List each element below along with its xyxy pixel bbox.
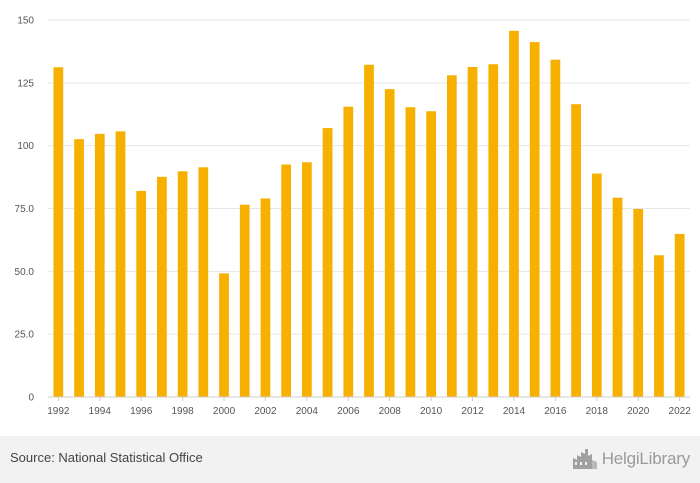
footer: Source: National Statistical Office Helg… [0, 436, 700, 483]
bar-2010 [426, 111, 436, 397]
bar-2022 [674, 233, 685, 397]
bar-2006 [343, 106, 354, 398]
bar-2017 [571, 104, 581, 398]
bar-2011 [446, 75, 457, 397]
x-tick-label: 2004 [296, 406, 319, 417]
y-tick-label: 25.0 [15, 330, 35, 341]
x-tick-label: 1994 [89, 406, 112, 417]
x-tick-label: 2022 [669, 406, 692, 417]
bar-1997 [157, 176, 167, 397]
y-axis-ticks: 0 25.0 50.0 75.0 100 125 150 [15, 16, 35, 404]
y-tick-label: 0 [28, 393, 34, 404]
y-tick-label: 125 [17, 78, 34, 89]
x-tick-label: 2000 [213, 406, 236, 417]
x-tick-label: 2010 [420, 406, 443, 417]
bar-2020 [633, 209, 644, 397]
x-tick-label: 2016 [544, 406, 567, 417]
x-tick-label: 1996 [130, 406, 153, 417]
bar-2002 [260, 198, 271, 397]
x-tick-label: 2014 [503, 406, 526, 417]
bar-2000 [219, 273, 229, 397]
x-tick-label: 2006 [337, 406, 360, 417]
bar-2016 [550, 59, 561, 398]
y-tick-label: 100 [17, 141, 34, 152]
x-tick-label: 2018 [586, 406, 609, 417]
x-tick-label: 2020 [627, 406, 650, 417]
y-tick-label: 75.0 [15, 204, 35, 215]
bar-1994 [94, 133, 105, 397]
bar-1992 [53, 67, 64, 397]
bar-2004 [302, 162, 312, 397]
y-tick-label: 150 [17, 16, 34, 27]
y-tick-label: 50.0 [15, 267, 35, 278]
brand-logo[interactable]: HelgiLibrary [572, 446, 690, 472]
bar-2008 [384, 89, 395, 397]
x-axis-ticks: 1992 1994 1996 1998 2000 2002 2004 2006 2008 2010… [47, 397, 691, 417]
bar-2013 [488, 64, 499, 397]
bar-2014 [509, 30, 519, 397]
x-tick-label: 1998 [171, 406, 194, 417]
bar-chart: 0 25.0 50.0 75.0 100 125 150 1992 1994 1996 1998 2… [15, 16, 692, 418]
x-tick-label: 2008 [379, 406, 402, 417]
factory-icon [572, 449, 597, 469]
bar-2012 [467, 66, 478, 398]
bars [53, 30, 685, 398]
bar-1995 [115, 131, 126, 397]
bar-2007 [364, 64, 374, 397]
bar-1998 [177, 171, 188, 397]
bar-2015 [529, 42, 540, 397]
x-tick-label: 1992 [47, 406, 70, 417]
bar-2003 [281, 164, 292, 397]
bar-2009 [405, 107, 416, 397]
x-tick-label: 2002 [254, 406, 277, 417]
bar-2018 [591, 173, 602, 397]
x-tick-label: 2012 [461, 406, 484, 417]
source-note: Source: National Statistical Office [10, 450, 203, 465]
bar-1993 [74, 139, 84, 397]
bar-2021 [654, 255, 664, 397]
bar-2001 [239, 204, 250, 397]
bar-1999 [198, 167, 209, 397]
bar-1996 [136, 190, 147, 397]
brand-name: HelgiLibrary [601, 449, 691, 468]
bar-2005 [322, 128, 333, 397]
bar-2019 [612, 197, 623, 397]
